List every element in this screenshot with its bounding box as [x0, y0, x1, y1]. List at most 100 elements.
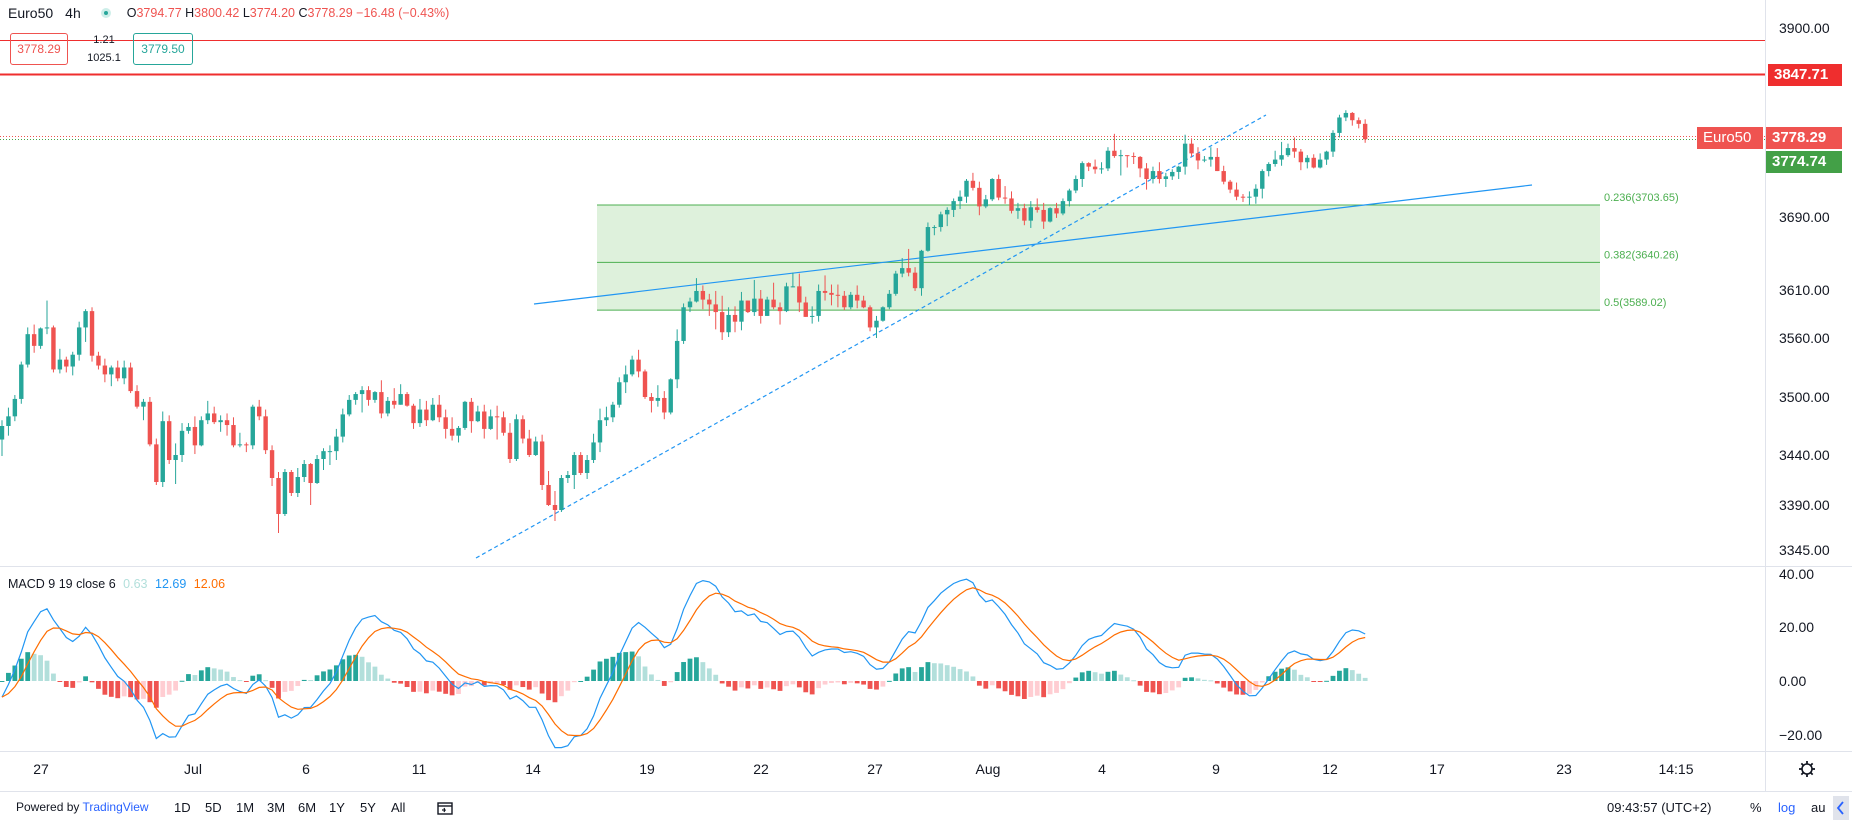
- candle-body: [1150, 171, 1156, 180]
- macd-hist-bar: [816, 681, 822, 689]
- timeframe-label[interactable]: 4h: [65, 5, 81, 21]
- candle-body: [501, 417, 506, 433]
- chevron-left-icon[interactable]: [1833, 796, 1849, 820]
- candle-body: [44, 327, 50, 329]
- macd-hist-bar: [1337, 670, 1342, 681]
- candle-body: [604, 417, 609, 421]
- bid-price-tag: 3774.74: [1766, 151, 1842, 173]
- macd-hist-bar: [231, 677, 236, 681]
- macd-hist-bar: [604, 658, 609, 681]
- time-tick-label: 11: [412, 761, 427, 777]
- candle-body: [192, 426, 198, 446]
- candle-body: [687, 301, 693, 308]
- candle-body: [636, 359, 641, 372]
- range-6m[interactable]: 6M: [298, 800, 317, 815]
- candle-body: [597, 420, 603, 443]
- macd-hist-bar: [443, 681, 449, 694]
- macd-hist-bar: [44, 660, 50, 681]
- sell-button[interactable]: 3778.29: [10, 33, 68, 65]
- candle-body: [302, 464, 307, 477]
- candle-body: [1362, 123, 1368, 140]
- candle-body: [385, 400, 390, 414]
- range-all[interactable]: All: [391, 800, 406, 815]
- macd-legend[interactable]: MACD 9 19 close 6 0.63 12.69 12.06: [8, 577, 225, 591]
- candle-body: [1054, 208, 1059, 214]
- macd-hist-bar: [1157, 681, 1162, 695]
- macd-hist-bar: [1189, 677, 1194, 681]
- macd-hist-bar: [822, 681, 828, 685]
- candle-body: [257, 406, 262, 417]
- candle-body: [1092, 166, 1098, 170]
- macd-hist-bar: [70, 681, 76, 688]
- candle-body: [89, 311, 95, 356]
- macd-hist-bar: [327, 669, 333, 681]
- candle-body: [835, 294, 841, 296]
- candle-body: [1234, 189, 1239, 197]
- macd-hist-bar: [282, 681, 288, 692]
- macd-hist-bar: [899, 668, 905, 681]
- candle-body: [764, 299, 770, 316]
- macd-hist-bar: [141, 681, 146, 699]
- time-tick-label: 27: [867, 761, 883, 777]
- macd-hist-bar: [726, 681, 731, 687]
- candle-body: [559, 478, 564, 510]
- macd-hist-bar: [314, 675, 320, 681]
- low-value: 3774.20: [249, 6, 295, 20]
- macd-hist-bar: [295, 681, 301, 686]
- candle-body: [925, 227, 931, 251]
- candle-body: [173, 455, 178, 460]
- buy-button[interactable]: 3779.50: [133, 33, 193, 65]
- macd-hist-bar: [192, 675, 198, 681]
- clock[interactable]: 09:43:57 (UTC+2): [1607, 800, 1712, 815]
- candle-body: [1305, 157, 1310, 163]
- macd-hist-bar: [372, 666, 378, 681]
- candle-body: [1118, 155, 1124, 157]
- open-value: 3794.77: [136, 6, 182, 20]
- macd-hist-bar: [809, 681, 815, 695]
- settings-gear-icon[interactable]: [1799, 761, 1815, 777]
- log-toggle[interactable]: log: [1778, 800, 1796, 815]
- macd-hist-bar: [976, 681, 982, 686]
- macd-hist-bar: [288, 681, 294, 691]
- range-1d[interactable]: 1D: [174, 800, 191, 815]
- macd-hist-bar: [256, 674, 262, 681]
- candle-body: [520, 419, 526, 439]
- candle-body: [932, 227, 937, 229]
- date-range-icon[interactable]: [436, 800, 454, 816]
- powered-by[interactable]: Powered by TradingView: [16, 800, 149, 814]
- macd-hist-bar: [160, 681, 166, 697]
- macd-hist-bar: [378, 674, 384, 681]
- macd-hist-bar: [63, 681, 69, 687]
- candle-body: [938, 214, 943, 228]
- time-tick-label: 22: [753, 761, 769, 777]
- macd-hist-bar: [777, 681, 783, 691]
- range-1m[interactable]: 1M: [236, 800, 255, 815]
- candle-body: [552, 505, 558, 510]
- candle-body: [996, 179, 1001, 198]
- candle-body: [880, 307, 886, 321]
- change-value: −16.48 (−0.43%): [356, 6, 450, 20]
- range-5d[interactable]: 5D: [205, 800, 222, 815]
- candle-body: [70, 354, 75, 367]
- candle-body: [719, 312, 725, 333]
- candle-body: [334, 436, 339, 452]
- macd-hist-bar: [989, 681, 995, 686]
- time-tick-label: 17: [1429, 761, 1445, 777]
- candle-body: [1298, 151, 1304, 163]
- symbol-price-tag: Euro50: [1697, 127, 1763, 149]
- macd-hist-bar: [186, 674, 191, 681]
- range-1y[interactable]: 1Y: [329, 800, 345, 815]
- auto-toggle[interactable]: au: [1811, 800, 1826, 815]
- candle-body: [1125, 155, 1130, 157]
- candle-body: [128, 367, 133, 392]
- symbol-name[interactable]: Euro50: [8, 5, 54, 21]
- candle-body: [1163, 176, 1169, 180]
- range-3m[interactable]: 3M: [267, 800, 286, 815]
- last-price-tag: 3778.29: [1766, 127, 1842, 149]
- percent-toggle[interactable]: %: [1750, 800, 1762, 815]
- macd-hist-bar: [1298, 674, 1304, 681]
- range-5y[interactable]: 5Y: [360, 800, 376, 815]
- macd-hist-bar: [1259, 681, 1265, 683]
